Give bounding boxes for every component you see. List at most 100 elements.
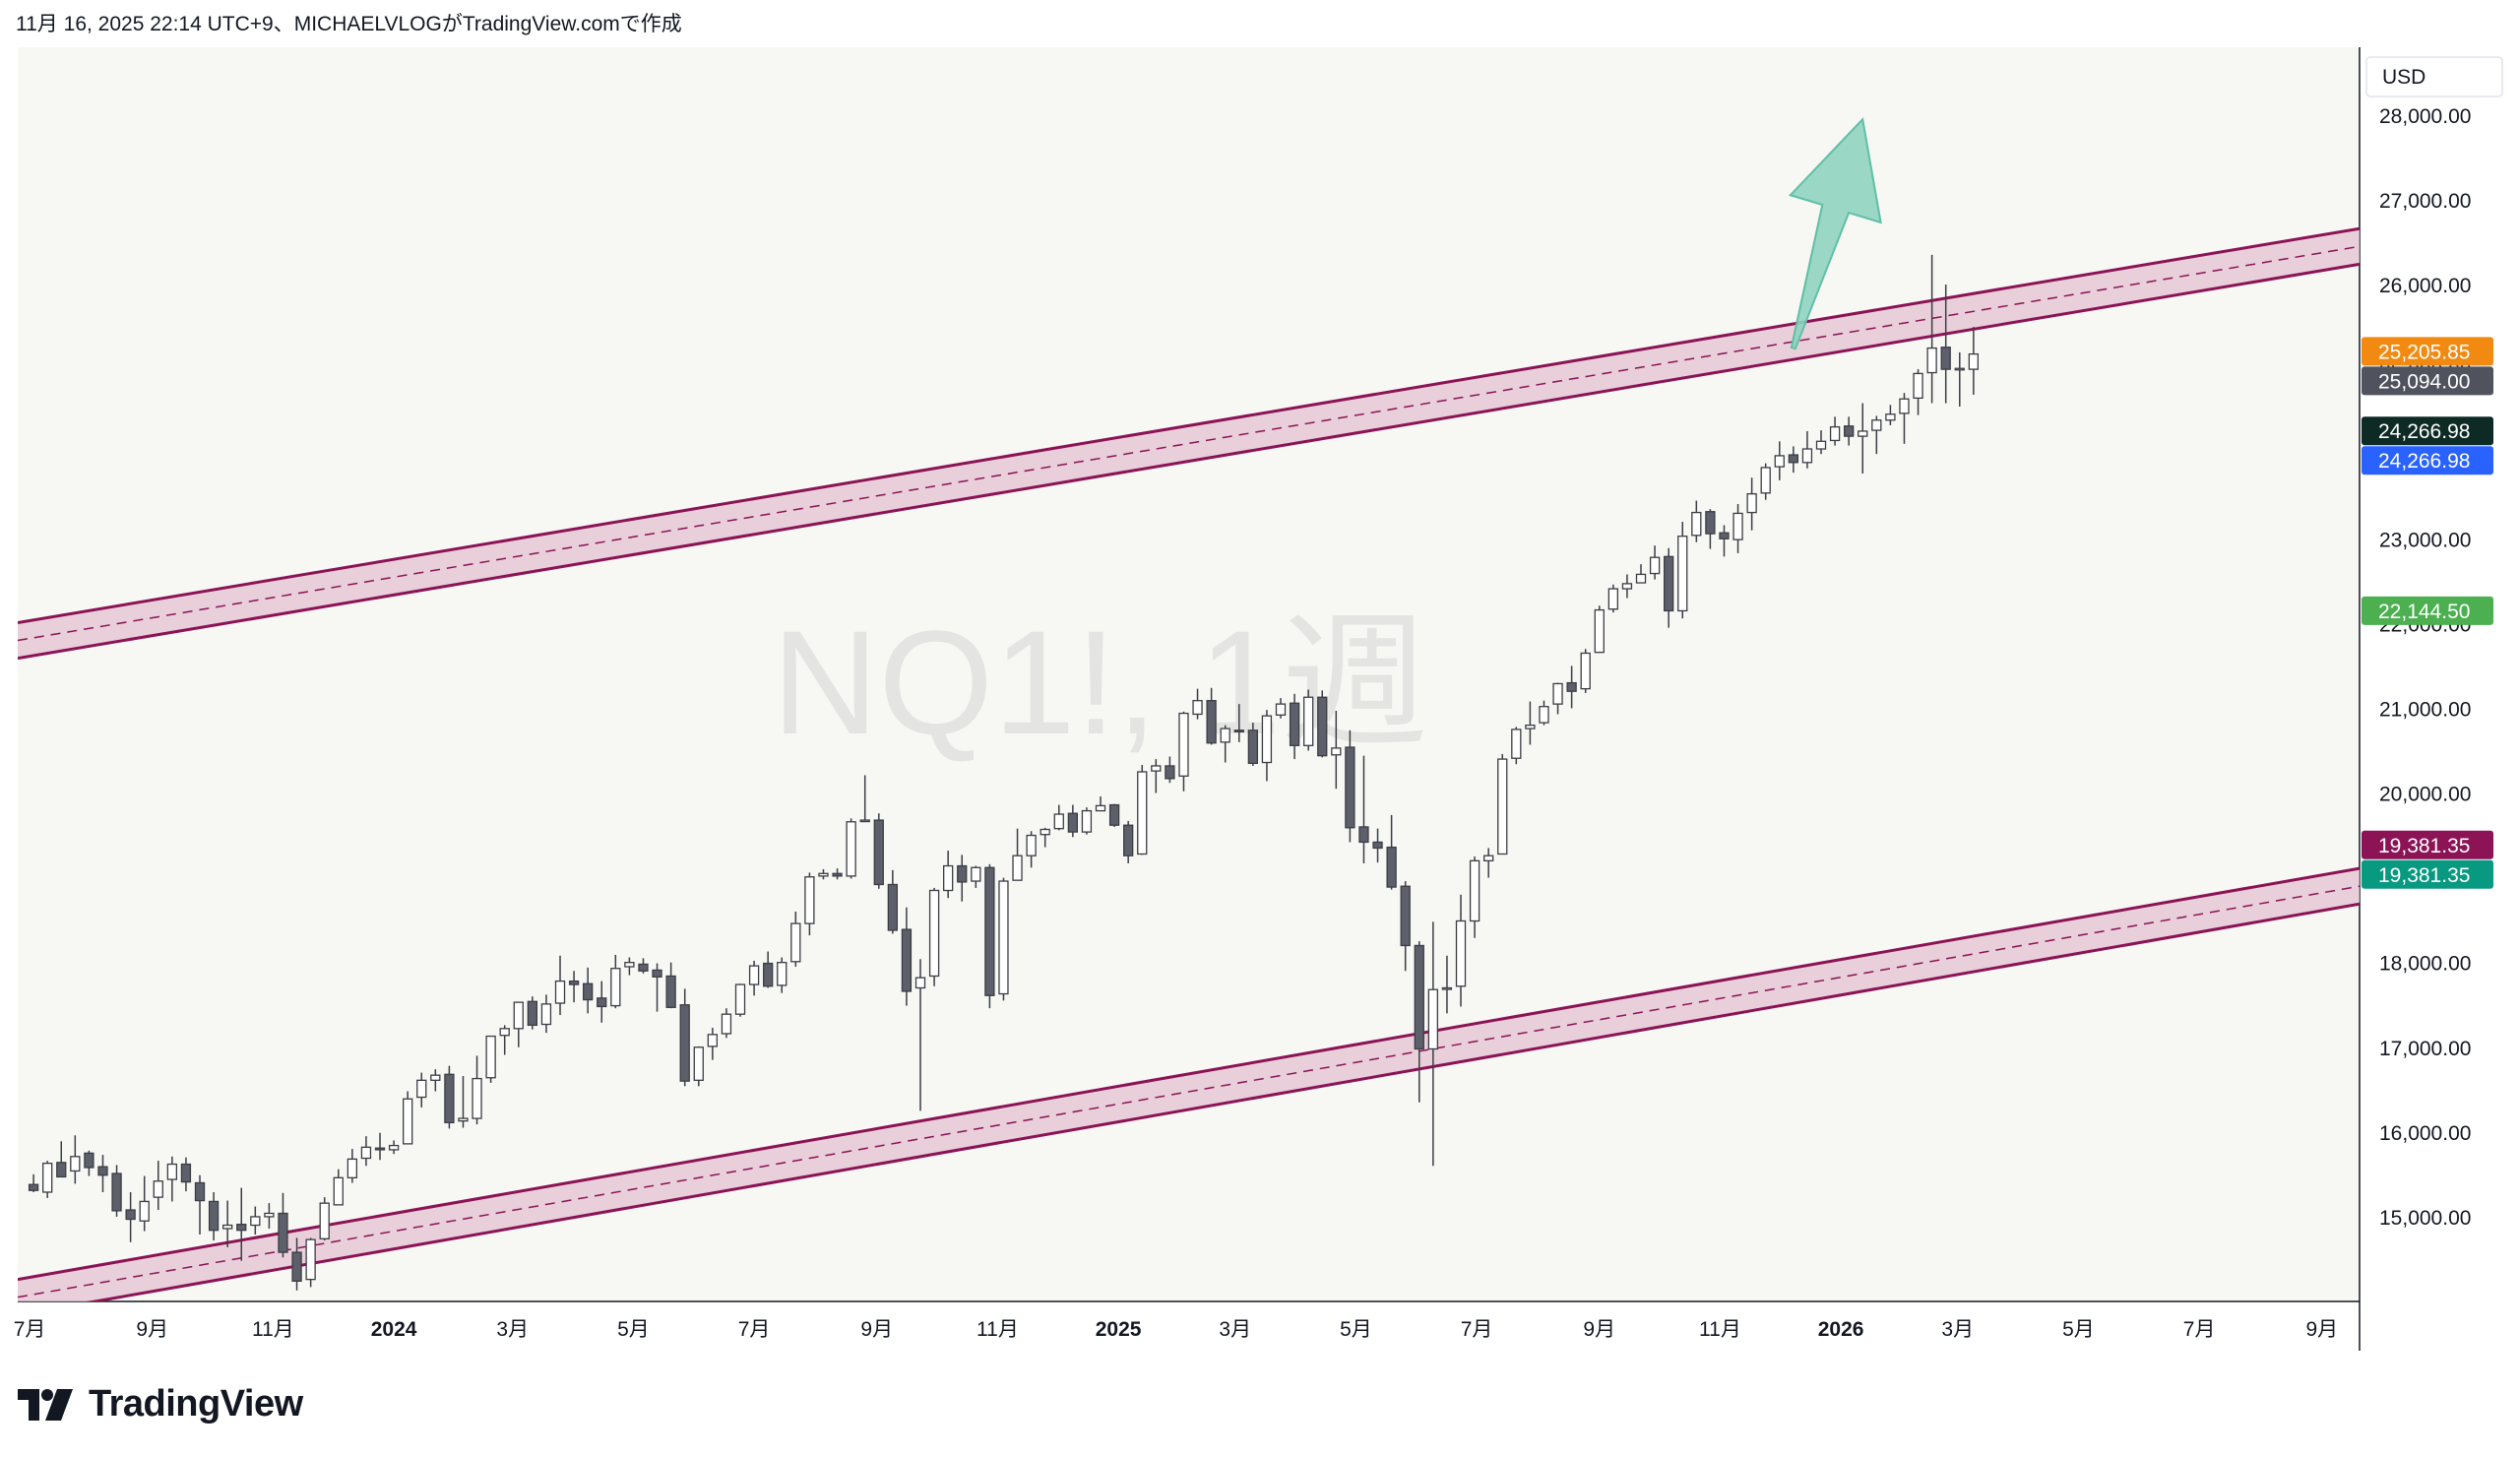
candle <box>887 869 899 934</box>
candle-body <box>832 872 843 877</box>
candle-body <box>846 821 856 877</box>
candle <box>236 1187 247 1261</box>
candle <box>846 818 856 879</box>
candle <box>403 1091 413 1145</box>
candle-body <box>1511 728 1522 759</box>
candle-body <box>1566 681 1577 692</box>
candle <box>1580 649 1591 693</box>
candle <box>222 1200 233 1247</box>
candle-body <box>707 1034 719 1047</box>
candle-body <box>1358 826 1369 844</box>
candle-body <box>1968 352 1980 370</box>
candle <box>1635 564 1647 584</box>
candle-body <box>1233 729 1244 732</box>
candle <box>734 983 746 1017</box>
candle-body <box>1040 828 1050 836</box>
candle-body <box>1247 729 1259 765</box>
price-label: 19,381.35 <box>2362 859 2493 889</box>
candle <box>1108 803 1120 827</box>
candle-body <box>97 1166 108 1176</box>
x-tick-label: 9月 <box>136 1318 168 1341</box>
candle <box>1469 856 1480 938</box>
candle-body <box>1372 841 1383 850</box>
candle-body <box>1940 347 1951 370</box>
tradingview-branding: TradingView <box>18 1383 303 1425</box>
candle <box>1331 711 1342 790</box>
candle <box>70 1135 81 1184</box>
x-tick-label: 5月 <box>617 1318 650 1341</box>
candle-body <box>928 889 940 978</box>
candle <box>790 912 801 967</box>
candle <box>513 1001 524 1047</box>
x-tick-label: 5月 <box>1340 1318 1372 1341</box>
candle-body <box>624 962 635 968</box>
candle-body <box>873 819 884 886</box>
candle-body <box>652 969 662 978</box>
candle-body <box>943 864 954 892</box>
candle <box>1899 393 1910 444</box>
candle-body <box>1137 771 1148 855</box>
channel-bottom-line-lower <box>86 902 2360 1301</box>
candle <box>472 1055 482 1125</box>
candle-body <box>291 1251 302 1282</box>
candle-body <box>84 1152 94 1169</box>
candle-body <box>1719 532 1730 539</box>
candle <box>1871 415 1882 455</box>
candle-body <box>1414 944 1424 1050</box>
candle-body <box>1858 430 1868 437</box>
candle <box>499 1025 510 1055</box>
candle <box>1067 804 1079 838</box>
candle <box>1275 698 1287 719</box>
candle-body <box>1261 715 1273 764</box>
candle <box>388 1140 400 1155</box>
candle <box>333 1169 344 1206</box>
price-label-text: 24,266.98 <box>2378 420 2470 443</box>
candle-body <box>42 1163 53 1193</box>
candle-body <box>1677 536 1688 612</box>
candle <box>928 887 940 986</box>
candle-body <box>222 1224 233 1230</box>
candle-body <box>56 1162 67 1178</box>
candle <box>665 962 676 1009</box>
channel-midline-upper <box>18 245 2360 642</box>
candle-body <box>1635 573 1647 584</box>
candle <box>125 1191 136 1242</box>
candle-body <box>416 1079 427 1099</box>
candle <box>1552 682 1563 715</box>
candle-body <box>957 864 968 883</box>
candle <box>444 1065 455 1129</box>
candle <box>305 1237 316 1288</box>
candle <box>1040 827 1050 848</box>
candle <box>1719 525 1730 557</box>
candle-body <box>1455 919 1467 987</box>
channel-bottom-line-upper <box>18 262 2360 661</box>
candle <box>250 1206 261 1235</box>
x-tick-label: 2024 <box>371 1318 417 1341</box>
candle-body <box>360 1146 372 1160</box>
y-tick-label: 18,000.00 <box>2379 953 2471 976</box>
candle <box>610 954 621 1009</box>
candle <box>943 851 954 899</box>
candle <box>166 1156 178 1202</box>
candle <box>1289 693 1300 760</box>
channel-band-lower <box>18 868 2360 1301</box>
candle-body <box>374 1147 386 1151</box>
candle-body <box>346 1158 358 1178</box>
candle <box>1192 688 1203 720</box>
candle <box>1427 921 1439 1167</box>
candle <box>374 1132 386 1161</box>
candle <box>1497 753 1508 855</box>
candle <box>818 868 829 880</box>
candle <box>42 1161 53 1198</box>
x-tick-label: 7月 <box>738 1318 771 1341</box>
x-tick-label: 9月 <box>860 1318 893 1341</box>
candle-body <box>748 965 760 985</box>
candle <box>597 981 607 1023</box>
candle-body <box>278 1212 288 1253</box>
candle-body <box>472 1077 482 1119</box>
price-label-text: 25,094.00 <box>2378 370 2470 393</box>
candle <box>1247 723 1259 766</box>
candle-body <box>1192 700 1203 716</box>
candle-body <box>28 1183 39 1191</box>
